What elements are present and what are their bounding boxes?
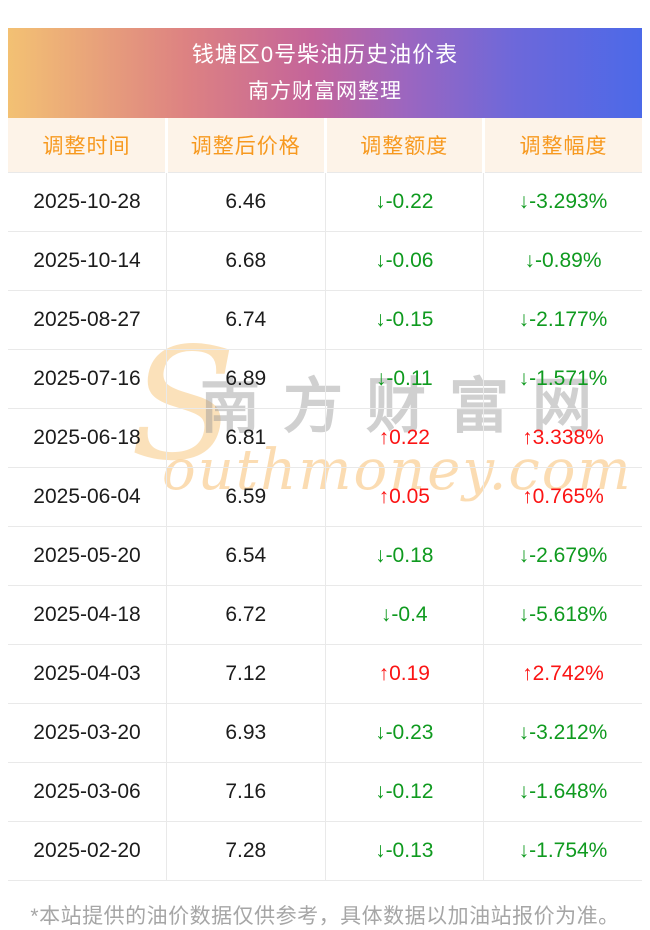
cell-pct: ↓-1.754% [483,821,642,881]
cell-pct: ↓-1.648% [483,762,642,822]
cell-change: ↓-0.13 [324,821,484,881]
cell-date: 2025-08-27 [8,290,167,350]
table-row: 2025-08-27 6.74 ↓-0.15 ↓-2.177% [8,290,642,350]
cell-price: 6.89 [166,349,325,409]
table-row: 2025-05-20 6.54 ↓-0.18 ↓-2.679% [8,526,642,586]
cell-change: ↓-0.4 [324,585,484,645]
table-row: 2025-04-03 7.12 ↑0.19 ↑2.742% [8,644,642,704]
cell-pct: ↓-1.571% [483,349,642,409]
price-table-body: 2025-10-28 6.46 ↓-0.22 ↓-3.293% 2025-10-14 6.… [8,172,642,881]
cell-price: 6.46 [166,172,325,232]
cell-pct: ↑2.742% [483,644,642,704]
cell-date: 2025-06-04 [8,467,167,527]
table-row: 2025-03-20 6.93 ↓-0.23 ↓-3.212% [8,703,642,763]
table-row: 2025-06-04 6.59 ↑0.05 ↑0.765% [8,467,642,527]
cell-date: 2025-03-06 [8,762,167,822]
cell-price: 6.68 [166,231,325,291]
cell-date: 2025-10-14 [8,231,167,291]
table-row: 2025-04-18 6.72 ↓-0.4 ↓-5.618% [8,585,642,645]
table-title-banner: 钱塘区0号柴油历史油价表 南方财富网整理 [8,28,642,118]
cell-price: 7.12 [166,644,325,704]
cell-price: 6.72 [166,585,325,645]
cell-pct: ↓-3.293% [483,172,642,232]
cell-pct: ↓-3.212% [483,703,642,763]
table-row: 2025-06-18 6.81 ↑0.22 ↑3.338% [8,408,642,468]
cell-price: 6.93 [166,703,325,763]
cell-change: ↓-0.12 [324,762,484,822]
cell-date: 2025-04-18 [8,585,167,645]
cell-price: 6.59 [166,467,325,527]
cell-change: ↑0.19 [324,644,484,704]
cell-change: ↑0.22 [324,408,484,468]
cell-date: 2025-05-20 [8,526,167,586]
cell-date: 2025-02-20 [8,821,167,881]
cell-pct: ↓-5.618% [483,585,642,645]
page-subtitle: 南方财富网整理 [248,80,402,103]
cell-price: 6.54 [166,526,325,586]
cell-date: 2025-03-20 [8,703,167,763]
cell-price: 6.81 [166,408,325,468]
table-row: 2025-03-06 7.16 ↓-0.12 ↓-1.648% [8,762,642,822]
cell-pct: ↑0.765% [483,467,642,527]
cell-price: 7.28 [166,821,325,881]
page-title: 钱塘区0号柴油历史油价表 [191,42,459,67]
price-history-table: 调整时间 调整后价格 调整额度 调整幅度 2025-10-28 6.46 ↓-0.2… [8,118,642,881]
cell-change: ↓-0.06 [324,231,484,291]
cell-date: 2025-04-03 [8,644,167,704]
cell-price: 7.16 [166,762,325,822]
cell-change: ↓-0.15 [324,290,484,350]
table-row: 2025-02-20 7.28 ↓-0.13 ↓-1.754% [8,821,642,881]
column-header-adjust-amount: 调整额度 [323,118,484,173]
cell-change: ↓-0.22 [324,172,484,232]
cell-date: 2025-10-28 [8,172,167,232]
cell-change: ↑0.05 [324,467,484,527]
price-table-header: 调整时间 调整后价格 调整额度 调整幅度 [8,118,642,173]
cell-change: ↓-0.18 [324,526,484,586]
cell-price: 6.74 [166,290,325,350]
cell-date: 2025-06-18 [8,408,167,468]
cell-pct: ↑3.338% [483,408,642,468]
cell-pct: ↓-2.177% [483,290,642,350]
column-header-adjust-range: 调整幅度 [482,118,642,173]
column-header-price-after: 调整后价格 [165,118,325,173]
cell-change: ↓-0.11 [324,349,484,409]
cell-date: 2025-07-16 [8,349,167,409]
table-row: 2025-10-28 6.46 ↓-0.22 ↓-3.293% [8,172,642,232]
column-header-adjust-time: 调整时间 [8,118,167,173]
cell-pct: ↓-0.89% [483,231,642,291]
cell-pct: ↓-2.679% [483,526,642,586]
cell-change: ↓-0.23 [324,703,484,763]
table-row: 2025-10-14 6.68 ↓-0.06 ↓-0.89% [8,231,642,291]
table-row: 2025-07-16 6.89 ↓-0.11 ↓-1.571% [8,349,642,409]
header-row: 调整时间 调整后价格 调整额度 调整幅度 [8,118,642,173]
footer-note: *本站提供的油价数据仅供参考，具体数据以加油站报价为准。 [30,905,620,928]
